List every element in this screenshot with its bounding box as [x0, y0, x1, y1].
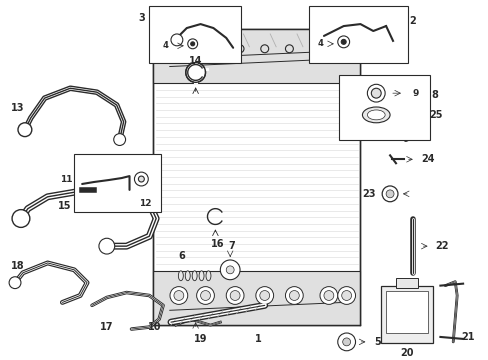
Text: 11: 11 [60, 175, 72, 184]
Circle shape [319, 287, 337, 305]
Circle shape [138, 176, 144, 182]
Circle shape [337, 333, 355, 351]
Bar [386, 291, 427, 333]
Text: 18: 18 [11, 261, 25, 271]
Circle shape [289, 291, 299, 301]
Circle shape [339, 45, 347, 53]
Text: 15: 15 [58, 201, 71, 211]
Ellipse shape [178, 271, 183, 281]
Bar [153, 29, 360, 325]
Text: 1: 1 [254, 334, 261, 344]
Circle shape [200, 291, 210, 301]
Circle shape [134, 172, 148, 186]
Ellipse shape [192, 271, 197, 281]
Text: 19: 19 [193, 334, 207, 344]
Circle shape [337, 36, 349, 48]
Circle shape [341, 291, 351, 301]
Bar [149, 6, 241, 63]
Text: 24: 24 [421, 154, 434, 164]
Circle shape [196, 287, 214, 305]
Circle shape [236, 45, 244, 53]
Ellipse shape [205, 271, 210, 281]
Circle shape [9, 277, 21, 289]
Ellipse shape [366, 110, 385, 120]
Circle shape [12, 210, 30, 228]
Circle shape [188, 45, 196, 53]
Circle shape [226, 266, 234, 274]
Text: 23: 23 [361, 189, 374, 199]
Circle shape [171, 34, 183, 46]
Circle shape [167, 45, 175, 53]
Text: 8: 8 [430, 90, 437, 100]
Text: 14: 14 [188, 55, 202, 66]
Text: 20: 20 [399, 348, 413, 358]
Circle shape [259, 291, 269, 301]
Circle shape [285, 287, 303, 305]
Circle shape [230, 291, 240, 301]
Circle shape [114, 134, 125, 145]
Circle shape [255, 287, 273, 305]
Text: 6: 6 [179, 251, 185, 261]
Text: 17: 17 [100, 322, 113, 332]
Bar [308, 6, 407, 63]
Circle shape [323, 291, 333, 301]
Circle shape [211, 45, 219, 53]
Text: 21: 21 [460, 332, 474, 342]
Text: 5: 5 [373, 337, 380, 347]
Circle shape [174, 291, 183, 301]
Circle shape [370, 88, 381, 98]
Text: 25: 25 [428, 110, 442, 120]
Circle shape [260, 45, 268, 53]
Bar [381, 285, 431, 343]
Bar [153, 29, 360, 83]
Circle shape [220, 260, 240, 280]
Circle shape [99, 238, 115, 254]
Text: 4: 4 [317, 39, 323, 48]
Text: 7: 7 [228, 241, 235, 251]
Text: 4: 4 [162, 41, 168, 50]
Bar [74, 154, 161, 212]
Text: 2: 2 [408, 16, 415, 26]
Text: 9: 9 [412, 89, 418, 98]
Circle shape [18, 123, 32, 136]
Circle shape [170, 287, 187, 305]
Circle shape [190, 42, 194, 46]
Ellipse shape [362, 107, 389, 123]
Circle shape [226, 287, 244, 305]
Text: 12: 12 [139, 199, 151, 208]
Circle shape [337, 287, 355, 305]
Circle shape [285, 45, 293, 53]
Bar [395, 278, 417, 288]
Circle shape [382, 186, 397, 202]
Text: 16: 16 [210, 239, 224, 249]
Ellipse shape [185, 271, 190, 281]
Circle shape [386, 190, 393, 198]
Circle shape [314, 45, 322, 53]
Circle shape [187, 39, 197, 49]
Text: 3: 3 [138, 13, 144, 23]
Bar [153, 271, 360, 325]
Text: 13: 13 [11, 103, 24, 113]
Circle shape [366, 84, 385, 102]
Text: 10: 10 [147, 322, 161, 332]
Circle shape [341, 39, 346, 44]
Ellipse shape [199, 271, 203, 281]
Circle shape [342, 338, 350, 346]
Circle shape [185, 63, 205, 82]
Text: 22: 22 [435, 241, 448, 251]
Bar [338, 75, 428, 140]
